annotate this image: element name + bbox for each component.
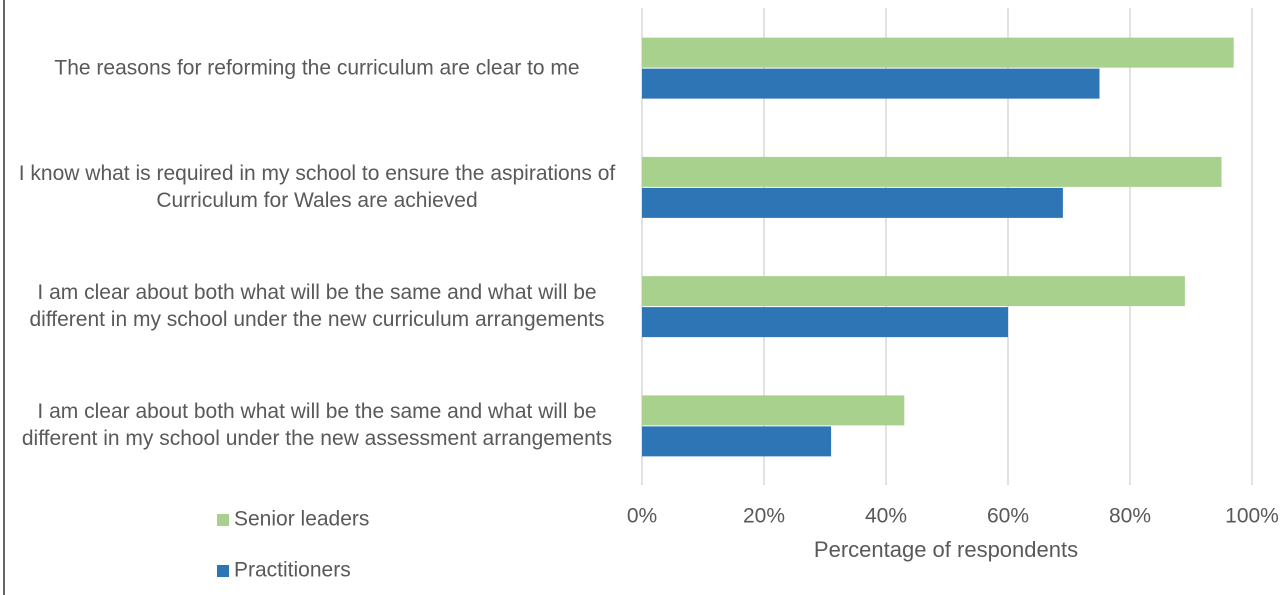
- x-tick-label: 20%: [743, 505, 785, 528]
- legend-swatch: [217, 514, 229, 526]
- legend-label: Practitioners: [234, 559, 351, 582]
- y-tick-label: I know what is required in my school to …: [18, 161, 616, 212]
- y-tick-label: I am clear about both what will be the s…: [29, 281, 605, 332]
- x-tick-label: 100%: [1225, 505, 1279, 528]
- legend-swatch: [217, 565, 229, 577]
- x-tick-label: 80%: [1109, 505, 1151, 528]
- bar: [642, 395, 905, 426]
- bar: [642, 426, 832, 457]
- y-tick-label: The reasons for reforming the curriculum…: [54, 56, 580, 80]
- bar: [642, 68, 1100, 99]
- x-tick-label: 0%: [627, 505, 657, 528]
- legend-label: Senior leaders: [234, 508, 369, 531]
- x-tick-label: 40%: [865, 505, 907, 528]
- bar: [642, 156, 1222, 187]
- bar: [642, 307, 1008, 338]
- bar: [642, 37, 1234, 68]
- x-tick-label: 60%: [987, 505, 1029, 528]
- bar: [642, 276, 1185, 307]
- y-tick-label: I am clear about both what will be the s…: [21, 400, 613, 451]
- x-axis-title: Percentage of respondents: [814, 537, 1078, 562]
- bar: [642, 187, 1063, 218]
